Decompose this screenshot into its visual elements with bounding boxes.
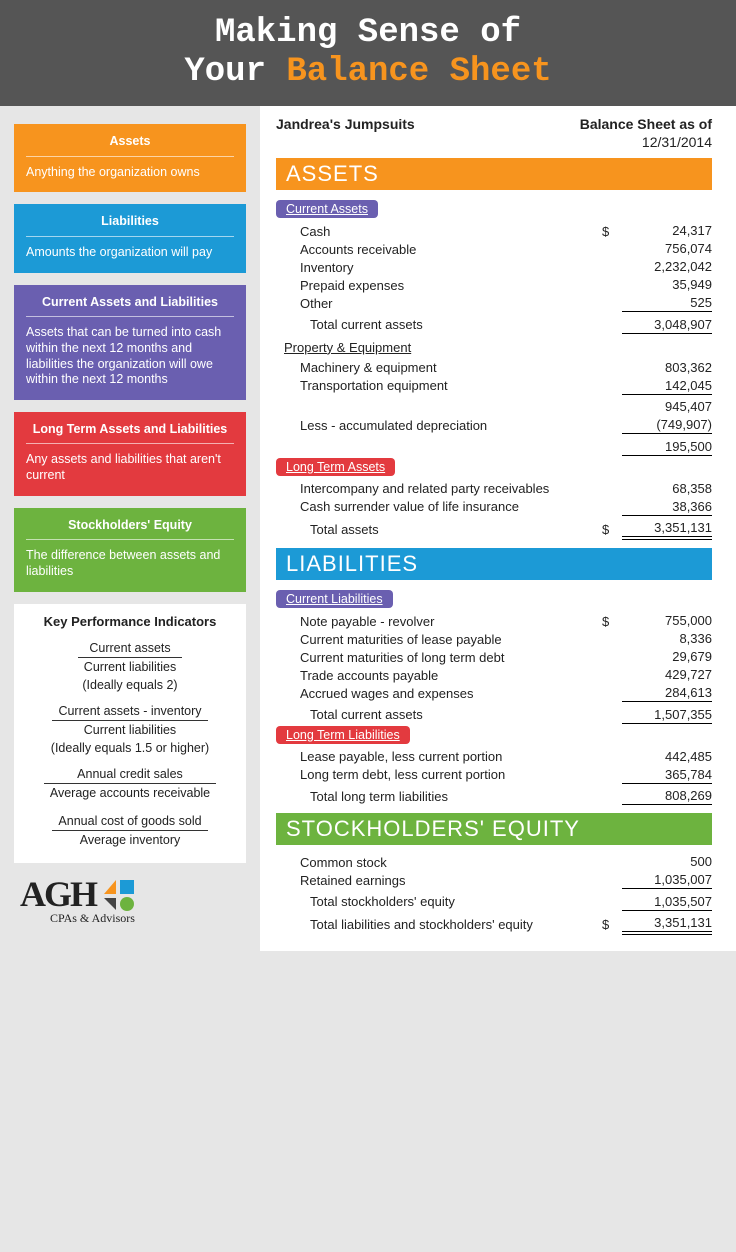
long-term-assets-pill: Long Term Assets: [276, 458, 395, 476]
definitions-sidebar: Assets Anything the organization owns Liab…: [0, 106, 260, 951]
definition-box: Long Term Assets and Liabilities Any asse…: [14, 412, 246, 496]
line-item: Common stock 500: [276, 853, 712, 871]
line-item: Cash surrender value of life insurance 3…: [276, 497, 712, 515]
line-item: Current maturities of long term debt 29,…: [276, 648, 712, 666]
definition-body: Any assets and liabilities that aren't c…: [26, 452, 234, 483]
line-item: Total current assets 3,048,907: [276, 316, 712, 334]
line-item: Total assets $ 3,351,131: [276, 519, 712, 538]
definition-title: Long Term Assets and Liabilities: [26, 422, 234, 445]
definition-title: Assets: [26, 134, 234, 157]
definition-body: The difference between assets and liabil…: [26, 548, 234, 579]
definition-title: Current Assets and Liabilities: [26, 295, 234, 318]
line-item: Other 525: [276, 294, 712, 312]
current-assets-pill: Current Assets: [276, 200, 378, 218]
kpi-box: Key Performance Indicators Current asset…: [14, 604, 246, 863]
definition-box: Stockholders' Equity The difference betwe…: [14, 508, 246, 592]
line-item: Accrued wages and expenses 284,613: [276, 684, 712, 702]
kpi-title: Key Performance Indicators: [28, 614, 232, 629]
property-equipment-heading: Property & Equipment: [284, 340, 712, 355]
line-item: Retained earnings 1,035,007: [276, 871, 712, 889]
line-item: Total liabilities and stockholders' equi…: [276, 914, 712, 933]
kpi-ratio: Annual credit salesAverage accounts rece…: [44, 767, 216, 800]
liabilities-bar: LIABILITIES: [276, 548, 712, 580]
kpi-note: (Ideally equals 2): [28, 678, 232, 692]
equity-bar: STOCKHOLDERS' EQUITY: [276, 813, 712, 845]
line-item: 195,500: [276, 438, 712, 456]
assets-bar: ASSETS: [276, 158, 712, 190]
line-item: Total long term liabilities 808,269: [276, 787, 712, 805]
definition-body: Assets that can be turned into cash with…: [26, 325, 234, 388]
definition-body: Anything the organization owns: [26, 165, 234, 181]
line-item: Less - accumulated depreciation (749,907…: [276, 416, 712, 434]
line-item: Intercompany and related party receivabl…: [276, 480, 712, 498]
definition-body: Amounts the organization will pay: [26, 245, 234, 261]
long-term-liabilities-pill: Long Term Liabilities: [276, 726, 410, 744]
line-item: Total current assets 1,507,355: [276, 706, 712, 724]
line-item: Note payable - revolver $ 755,000: [276, 612, 712, 630]
line-item: Transportation equipment 142,045: [276, 376, 712, 394]
line-item: Lease payable, less current portion 442,…: [276, 748, 712, 766]
line-item: Cash $ 24,317: [276, 222, 712, 240]
line-item: Inventory 2,232,042: [276, 258, 712, 276]
asof-date: 12/31/2014: [276, 134, 712, 150]
header-line2: Your Balance Sheet: [0, 53, 736, 92]
page-header: Making Sense of Your Balance Sheet: [0, 0, 736, 106]
current-liabilities-pill: Current Liabilities: [276, 590, 393, 608]
line-item: Total stockholders' equity 1,035,507: [276, 893, 712, 911]
line-item: Trade accounts payable 429,727: [276, 666, 712, 684]
kpi-note: (Ideally equals 1.5 or higher): [28, 741, 232, 755]
line-item: Prepaid expenses 35,949: [276, 276, 712, 294]
definition-box: Assets Anything the organization owns: [14, 124, 246, 192]
definition-box: Liabilities Amounts the organization will…: [14, 204, 246, 272]
definition-box: Current Assets and Liabilities Assets tha…: [14, 285, 246, 400]
kpi-ratio: Current assetsCurrent liabilities: [78, 641, 182, 674]
line-item: Machinery & equipment 803,362: [276, 359, 712, 377]
logo-tagline: CPAs & Advisors: [20, 911, 240, 926]
company-name: Jandrea's Jumpsuits: [276, 116, 415, 132]
balance-sheet: Jandrea's Jumpsuits Balance Sheet as of …: [260, 106, 736, 951]
kpi-ratio: Current assets - inventoryCurrent liabil…: [52, 704, 207, 737]
logo-icon: [100, 876, 146, 912]
definition-title: Liabilities: [26, 214, 234, 237]
asof-label: Balance Sheet as of: [580, 116, 712, 132]
line-item: 945,407: [276, 398, 712, 416]
definition-title: Stockholders' Equity: [26, 518, 234, 541]
logo: AGH CPAs & Advisors: [14, 873, 246, 926]
kpi-ratio: Annual cost of goods soldAverage invento…: [52, 814, 207, 847]
line-item: Accounts receivable 756,074: [276, 240, 712, 258]
line-item: Current maturities of lease payable 8,33…: [276, 630, 712, 648]
line-item: Long term debt, less current portion 365…: [276, 765, 712, 783]
header-line1: Making Sense of: [0, 14, 736, 53]
